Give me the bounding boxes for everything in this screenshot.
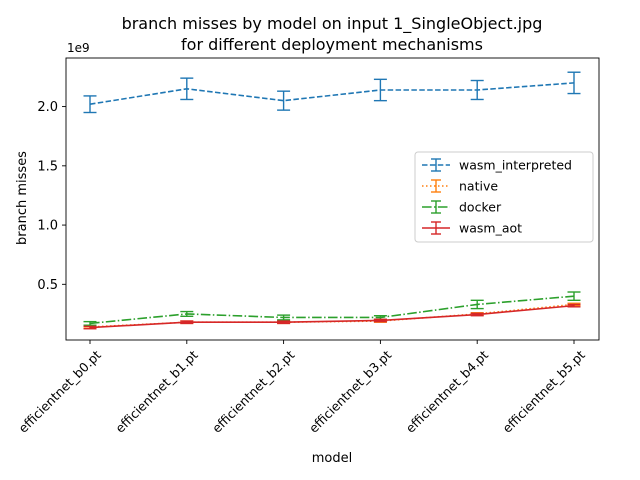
- x-tick-label: efficientnet_b3.pt: [306, 347, 395, 436]
- legend-box: [414, 151, 594, 243]
- y-axis-multiplier-label: 1e9: [67, 41, 90, 55]
- series-line-wasm_aot: [89, 304, 575, 329]
- legend-label-wasm_interpreted: wasm_interpreted: [459, 158, 572, 173]
- x-axis-label: model: [312, 451, 352, 466]
- legend-item-docker: docker: [422, 200, 502, 215]
- legend-label-docker: docker: [459, 200, 502, 215]
- y-tick-label: 1.0: [37, 219, 58, 234]
- series-line-wasm_interpreted: [89, 82, 575, 106]
- y-tick-label: 2.0: [37, 100, 58, 115]
- legend-item-native: native: [422, 179, 498, 194]
- x-tick-label: efficientnet_b1.pt: [112, 347, 201, 436]
- y-tick-label: 1.5: [37, 159, 58, 174]
- chart-title-line-2: for different deployment mechanisms: [181, 35, 483, 54]
- x-tick-label: efficientnet_b4.pt: [403, 347, 492, 436]
- series-line-docker: [89, 295, 575, 325]
- plot-frame: [65, 57, 600, 341]
- legend-label-wasm_aot: wasm_aot: [459, 221, 522, 236]
- chart-title-line-1: branch misses by model on input 1_Single…: [122, 14, 543, 34]
- x-tick-label: efficientnet_b0.pt: [15, 347, 104, 436]
- x-tick-label: efficientnet_b2.pt: [209, 347, 298, 436]
- legend-item-wasm_interpreted: wasm_interpreted: [422, 158, 572, 173]
- legend-item-wasm_aot: wasm_aot: [422, 221, 522, 236]
- x-tick-label: efficientnet_b5.pt: [499, 347, 588, 436]
- y-tick-label: 0.5: [37, 278, 58, 293]
- y-axis-label: branch misses: [15, 151, 30, 245]
- legend-label-native: native: [459, 179, 498, 194]
